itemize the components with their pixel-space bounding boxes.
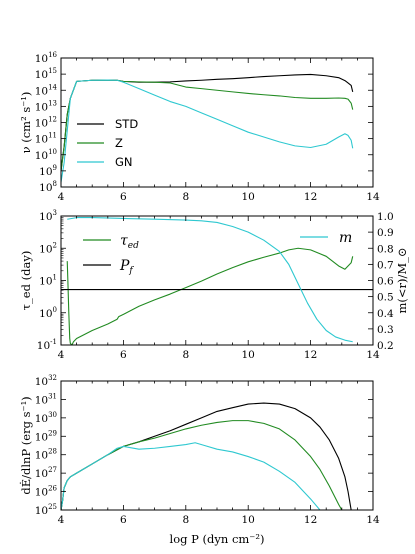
y-tick-label: 1030 bbox=[35, 411, 57, 425]
x-tick-label: 12 bbox=[304, 514, 317, 526]
y2-tick-label: 1.0 bbox=[377, 211, 394, 223]
x-tick-label: 4 bbox=[58, 191, 65, 203]
y-tick-label: 1029 bbox=[35, 429, 57, 443]
y-tick-label: 100 bbox=[39, 306, 57, 320]
series-group bbox=[61, 402, 352, 510]
x-tick-label: 8 bbox=[182, 349, 189, 361]
y-tick-label: 101 bbox=[39, 274, 57, 288]
series-group bbox=[61, 73, 354, 183]
x-axis-label: log P (dyn cm⁻²) bbox=[170, 532, 265, 546]
series-line-gn bbox=[61, 79, 354, 183]
y-axis-label: dĖ/dlnP (erg s⁻¹) bbox=[19, 396, 33, 494]
y2-tick-label: 0.3 bbox=[377, 324, 394, 336]
y-tick-label: 1015 bbox=[35, 67, 57, 81]
y2-tick-label: 0.5 bbox=[377, 292, 394, 304]
x-tick-label: 10 bbox=[242, 514, 255, 526]
panel-1: 4 6 8 10 12 141081091010101110121013101410151… bbox=[19, 51, 380, 203]
legend-label: τed bbox=[120, 233, 139, 251]
series-line-z bbox=[61, 79, 354, 171]
y-tick-label: 103 bbox=[39, 209, 57, 223]
series-line--ed bbox=[66, 247, 354, 345]
y2-tick-label: 0.8 bbox=[377, 243, 394, 255]
y-tick-label: 1031 bbox=[35, 392, 57, 406]
legend-label: Pf bbox=[119, 258, 134, 276]
x-tick-label: 4 bbox=[58, 514, 65, 526]
y-tick-label: 1012 bbox=[35, 116, 57, 130]
y-tick-label: 1013 bbox=[35, 99, 57, 113]
y-tick-label: 1011 bbox=[35, 132, 57, 146]
x-tick-label: 6 bbox=[120, 349, 127, 361]
plot-frame bbox=[60, 380, 374, 511]
y2-tick-label: 0.6 bbox=[377, 276, 394, 288]
x-tick-label: 8 bbox=[182, 514, 189, 526]
y-axis-label: ν (cm² s⁻¹) bbox=[19, 92, 33, 154]
y-tick-label: 108 bbox=[39, 180, 57, 194]
y2-tick-label: 0.7 bbox=[377, 259, 394, 271]
y-tick-label: 102 bbox=[39, 241, 57, 255]
y-tick-label: 1014 bbox=[35, 83, 58, 97]
legend-label: m bbox=[339, 230, 352, 246]
x-tick-label: 14 bbox=[366, 349, 380, 361]
x-tick-label: 12 bbox=[304, 191, 317, 203]
x-tick-label: 14 bbox=[366, 514, 380, 526]
y-tick-label: 1025 bbox=[35, 503, 57, 517]
y-tick-label: 109 bbox=[39, 164, 57, 178]
x-tick-label: 8 bbox=[182, 191, 189, 203]
legend-label: Z bbox=[115, 136, 123, 150]
y2-tick-label: 0.9 bbox=[377, 227, 394, 239]
x-tick-label: 10 bbox=[242, 191, 255, 203]
y-axis-label: τ_ed (day) bbox=[19, 251, 33, 311]
y2-tick-label: 0.4 bbox=[377, 308, 394, 320]
series-line-gn bbox=[61, 442, 321, 510]
series-line-z bbox=[61, 420, 343, 510]
y2-axis-label: m(<r)/M_⊙ bbox=[395, 247, 409, 313]
panel-2: 4 6 8 10 12 14 10-1 100 101 102 103 0.2 0.3 0.4 0.5 0.6… bbox=[19, 209, 409, 361]
series-line-m bbox=[67, 217, 353, 343]
x-tick-label: 6 bbox=[120, 514, 127, 526]
y-tick-label: 1010 bbox=[35, 148, 57, 162]
y-tick-label: 10-1 bbox=[37, 338, 57, 352]
y-tick-label: 1032 bbox=[35, 374, 57, 388]
x-tick-label: 14 bbox=[366, 191, 380, 203]
legend-label: GN bbox=[115, 155, 133, 169]
x-tick-label: 12 bbox=[304, 349, 317, 361]
x-tick-label: 6 bbox=[120, 191, 127, 203]
y-tick-label: 1028 bbox=[35, 448, 57, 462]
x-tick-label: 4 bbox=[58, 349, 65, 361]
y2-tick-label: 0.2 bbox=[377, 340, 394, 352]
series-group bbox=[61, 217, 373, 345]
x-tick-label: 10 bbox=[242, 349, 255, 361]
plot-frame bbox=[60, 57, 374, 188]
panel-3: 4 6 8 10 12 14 1025 1026 1027 1028 1029 1030 1031 103… bbox=[19, 374, 380, 546]
y-tick-label: 1027 bbox=[35, 466, 57, 480]
y-tick-label: 1016 bbox=[35, 51, 58, 65]
y-tick-label: 1026 bbox=[35, 485, 58, 499]
legend-label: STD bbox=[115, 117, 138, 131]
plot-frame bbox=[60, 215, 374, 346]
